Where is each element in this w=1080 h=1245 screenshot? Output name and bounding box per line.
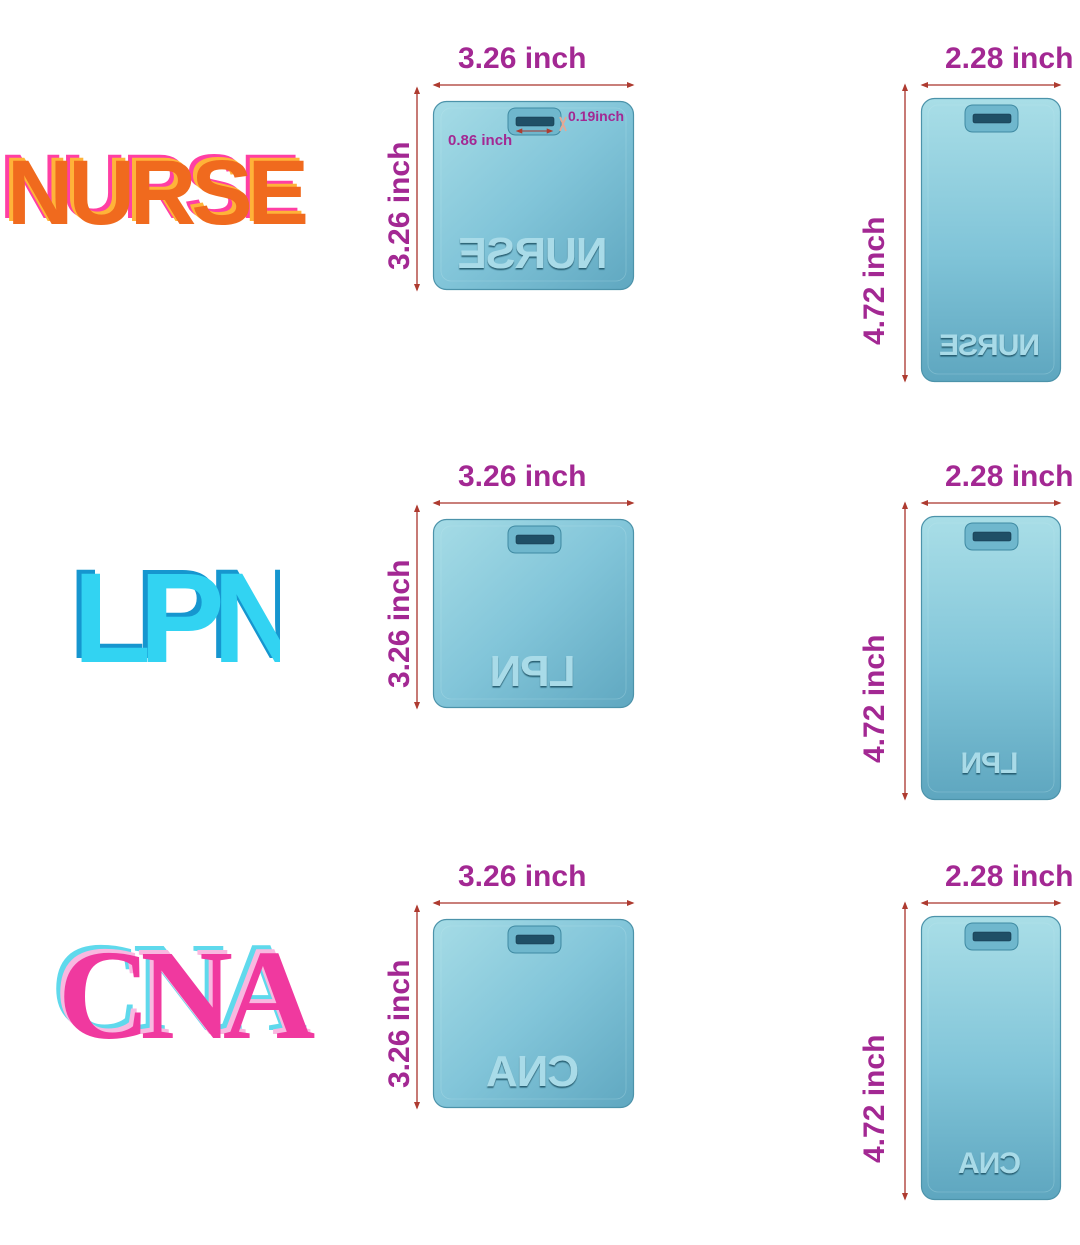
svg-text:LPN: LPN: [73, 547, 280, 690]
svg-text:LPN: LPN: [491, 647, 576, 696]
svg-text:CNA: CNA: [959, 1147, 1021, 1180]
svg-text:NURSE: NURSE: [940, 329, 1040, 362]
svg-text:NURSE: NURSE: [458, 229, 607, 278]
svg-text:CNA: CNA: [58, 924, 315, 1066]
svg-text:LPN: LPN: [962, 747, 1019, 780]
svg-text:NURSE: NURSE: [7, 142, 306, 244]
svg-text:CNA: CNA: [487, 1047, 580, 1096]
